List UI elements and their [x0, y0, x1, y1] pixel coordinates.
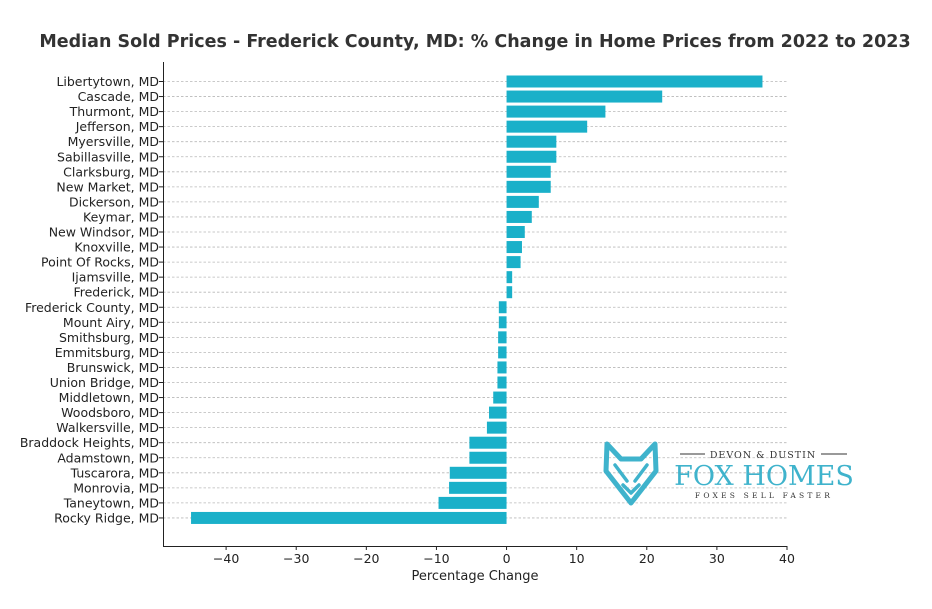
bar-new-market-md [506, 180, 551, 193]
category-label: New Market, MD [56, 179, 159, 194]
bar-new-windsor-md [506, 226, 525, 238]
category-label: Clarksburg, MD [63, 164, 159, 179]
bars [191, 75, 763, 524]
x-tick-label: 20 [639, 551, 655, 566]
category-label: Sabillasville, MD [57, 149, 159, 164]
bar-keymar-md [506, 210, 532, 223]
bar-frederick-county-md [498, 301, 507, 314]
category-label: Ijamsville, MD [72, 270, 159, 285]
x-tick-label: −40 [213, 551, 239, 566]
category-label: Adamstown, MD [57, 450, 159, 465]
category-label: Emmitsburg, MD [55, 345, 159, 360]
category-label: Frederick, MD [73, 285, 159, 300]
bar-braddock-heights-md [469, 436, 507, 449]
x-axis-label: Percentage Change [411, 569, 538, 584]
bar-smithsburg-md [498, 331, 507, 344]
bar-ijamsville-md [506, 271, 513, 284]
category-label: Libertytown, MD [56, 74, 159, 89]
category-label: Walkersville, MD [56, 420, 159, 435]
bar-clarksburg-md [506, 165, 551, 178]
brand-logo: DEVON & DUSTIN FOX HOMES FOXES SELL FAST… [603, 441, 854, 506]
bar-brunswick-md [497, 361, 507, 374]
x-tick-label: −30 [283, 551, 309, 566]
bar-point-of-rocks-md [506, 256, 521, 269]
logo-top-line: DEVON & DUSTIN [710, 450, 816, 461]
x-tick-label: 10 [569, 551, 585, 566]
fox-head-icon [603, 441, 659, 506]
bar-rocky-ridge-md [191, 511, 507, 524]
x-tick-label: −10 [423, 551, 449, 566]
x-tick-label: 30 [709, 551, 725, 566]
bar-emmitsburg-md [498, 346, 507, 359]
bar-walkersville-md [486, 421, 507, 434]
bar-frederick-md [506, 286, 513, 299]
bar-monrovia-md [449, 481, 507, 494]
bar-myersville-md [506, 135, 557, 148]
category-label: Woodsboro, MD [61, 405, 159, 420]
category-label: Knoxville, MD [74, 240, 159, 255]
bar-jefferson-md [506, 120, 588, 133]
x-ticks: −40 −30 −20 −10 0 10 20 30 40 [213, 546, 795, 566]
bar-libertytown-md [506, 75, 763, 88]
bar-dickerson-md [506, 195, 539, 208]
category-label: Jefferson, MD [75, 119, 159, 134]
bar-adamstown-md [469, 451, 507, 464]
category-label: Rocky Ridge, MD [54, 510, 159, 525]
bar-thurmont-md [506, 105, 606, 118]
category-label: Thurmont, MD [69, 104, 159, 119]
category-label: Cascade, MD [78, 89, 159, 104]
x-tick-label: 40 [779, 551, 795, 566]
category-label: Monrovia, MD [73, 480, 159, 495]
x-tick-label: 0 [503, 551, 511, 566]
category-label: Middletown, MD [59, 390, 159, 405]
category-label: Union Bridge, MD [50, 375, 159, 390]
category-label: Keymar, MD [83, 209, 159, 224]
bar-sabillasville-md [506, 150, 557, 163]
category-label: Brunswick, MD [67, 360, 159, 375]
x-tick-label: −20 [353, 551, 379, 566]
category-label: Braddock Heights, MD [20, 435, 159, 450]
category-label: New Windsor, MD [49, 225, 159, 240]
logo-tagline: FOXES SELL FASTER [695, 491, 833, 500]
category-label: Taneytown, MD [63, 495, 159, 510]
bar-middletown-md [493, 391, 507, 404]
category-label: Point Of Rocks, MD [41, 255, 159, 270]
bar-union-bridge-md [497, 376, 507, 389]
bar-mount-airy-md [498, 316, 507, 329]
bar-taneytown-md [438, 496, 507, 509]
category-label: Dickerson, MD [69, 194, 159, 209]
bar-cascade-md [506, 90, 663, 103]
category-label: Tuscarora, MD [70, 465, 159, 480]
bar-knoxville-md [506, 241, 522, 254]
logo-brand-name: FOX HOMES [674, 461, 854, 492]
chart-title: Median Sold Prices - Frederick County, M… [39, 32, 910, 52]
category-label: Mount Airy, MD [63, 315, 159, 330]
bar-woodsboro-md [489, 406, 507, 419]
bar-tuscarora-md [449, 466, 507, 479]
category-label: Myersville, MD [68, 134, 159, 149]
category-label: Frederick County, MD [25, 300, 159, 315]
category-label: Smithsburg, MD [59, 330, 159, 345]
